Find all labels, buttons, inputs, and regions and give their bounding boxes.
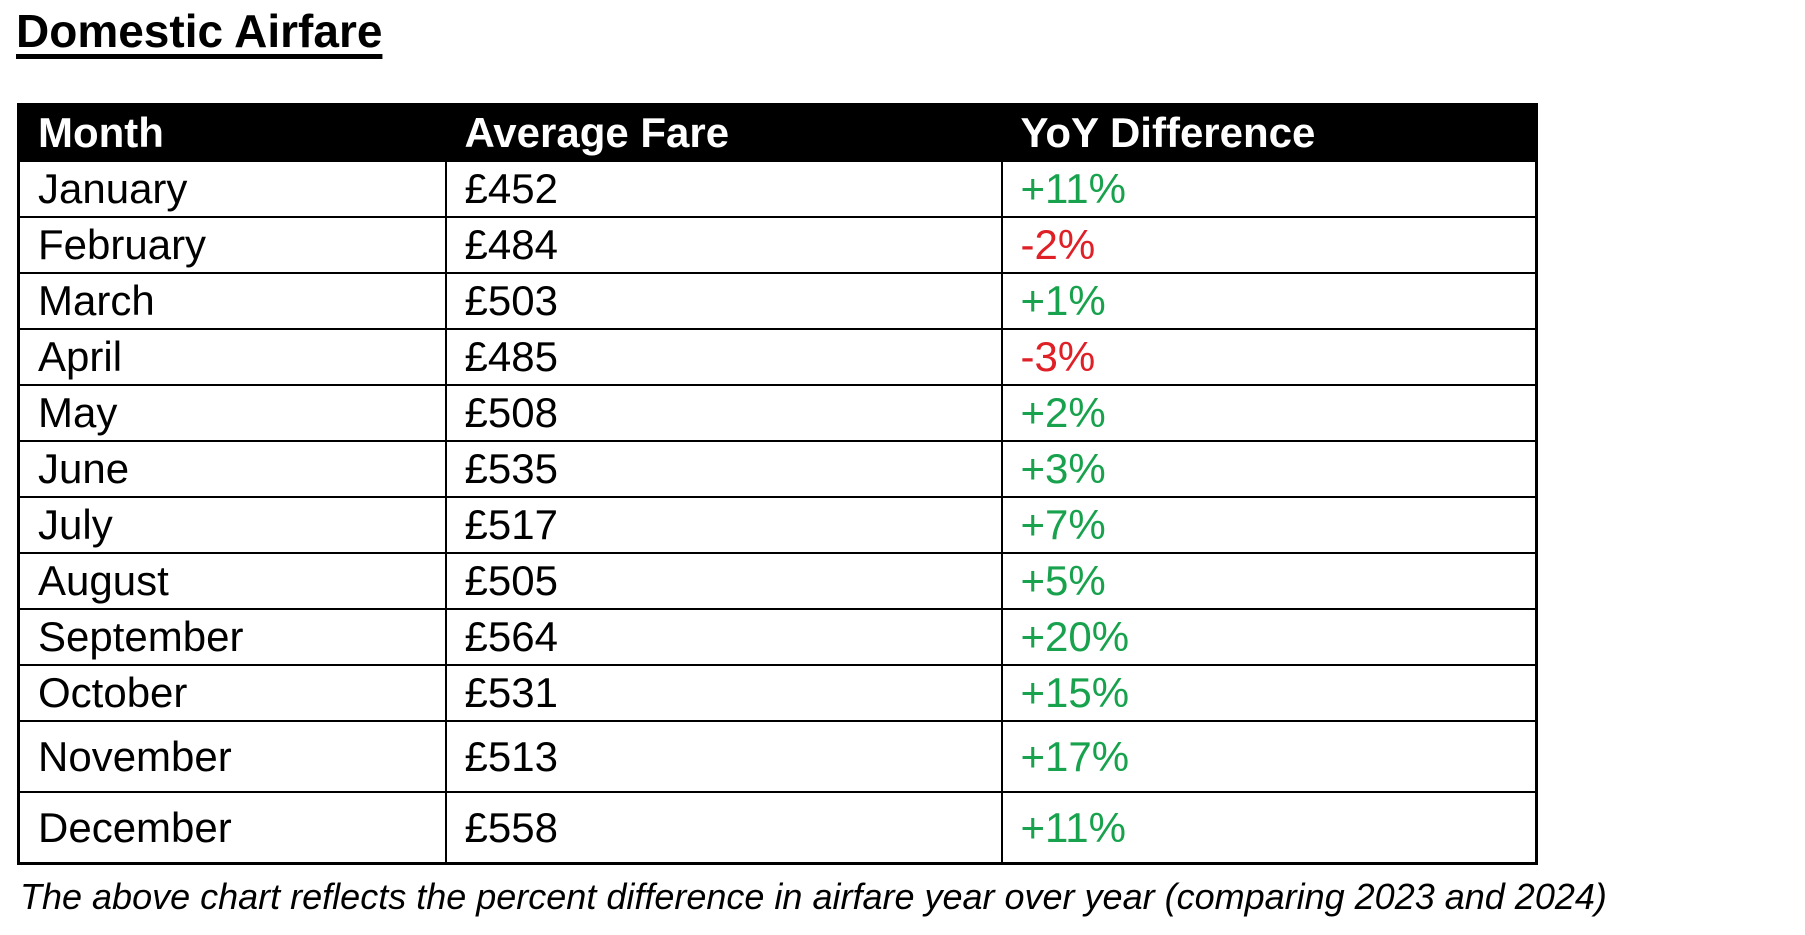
average-fare-cell: £505 <box>444 552 1003 610</box>
month-cell: December <box>17 791 447 865</box>
average-fare-cell: £484 <box>444 216 1003 274</box>
month-cell: June <box>17 440 447 498</box>
yoy-difference-cell: +5% <box>1000 552 1538 610</box>
average-fare-cell: £564 <box>444 608 1003 666</box>
yoy-difference-cell: +11% <box>1000 160 1538 218</box>
average-fare-cell: £508 <box>444 384 1003 442</box>
yoy-difference-cell: +7% <box>1000 496 1538 554</box>
table-row: February £484 -2% <box>17 216 1538 274</box>
yoy-difference-cell: +3% <box>1000 440 1538 498</box>
table-row: September £564 +20% <box>17 608 1538 666</box>
month-cell: November <box>17 720 447 793</box>
yoy-difference-cell: +11% <box>1000 791 1538 865</box>
table-row: April £485 -3% <box>17 328 1538 386</box>
yoy-difference-cell: -3% <box>1000 328 1538 386</box>
page-title: Domestic Airfare <box>16 5 383 57</box>
table-row: June £535 +3% <box>17 440 1538 498</box>
average-fare-cell: £517 <box>444 496 1003 554</box>
month-cell: March <box>17 272 447 330</box>
average-fare-cell: £531 <box>444 664 1003 722</box>
month-cell: May <box>17 384 447 442</box>
table-row: May £508 +2% <box>17 384 1538 442</box>
table-row: January £452 +11% <box>17 160 1538 218</box>
yoy-difference-cell: +17% <box>1000 720 1538 793</box>
yoy-difference-cell: -2% <box>1000 216 1538 274</box>
table-row: December £558 +11% <box>17 791 1538 865</box>
airfare-table: Month Average Fare YoY Difference January £… <box>17 103 1538 865</box>
average-fare-cell: £513 <box>444 720 1003 793</box>
column-header-yoy-difference: YoY Difference <box>1000 103 1538 162</box>
header-row: Month Average Fare YoY Difference <box>17 103 1538 162</box>
month-cell: August <box>17 552 447 610</box>
month-cell: February <box>17 216 447 274</box>
table-row: November £513 +17% <box>17 720 1538 793</box>
table-row: March £503 +1% <box>17 272 1538 330</box>
table-row: July £517 +7% <box>17 496 1538 554</box>
table-row: October £531 +15% <box>17 664 1538 722</box>
month-cell: January <box>17 160 447 218</box>
yoy-difference-cell: +2% <box>1000 384 1538 442</box>
average-fare-cell: £535 <box>444 440 1003 498</box>
column-header-average-fare: Average Fare <box>444 103 1003 162</box>
month-cell: July <box>17 496 447 554</box>
average-fare-cell: £558 <box>444 791 1003 865</box>
table-row: August £505 +5% <box>17 552 1538 610</box>
average-fare-cell: £503 <box>444 272 1003 330</box>
yoy-difference-cell: +1% <box>1000 272 1538 330</box>
yoy-difference-cell: +20% <box>1000 608 1538 666</box>
average-fare-cell: £485 <box>444 328 1003 386</box>
month-cell: October <box>17 664 447 722</box>
month-cell: September <box>17 608 447 666</box>
yoy-difference-cell: +15% <box>1000 664 1538 722</box>
month-cell: April <box>17 328 447 386</box>
average-fare-cell: £452 <box>444 160 1003 218</box>
footnote: The above chart reflects the percent dif… <box>20 876 1607 917</box>
column-header-month: Month <box>17 103 447 162</box>
table-body: January £452 +11% February £484 -2% March £503 +… <box>17 160 1538 865</box>
